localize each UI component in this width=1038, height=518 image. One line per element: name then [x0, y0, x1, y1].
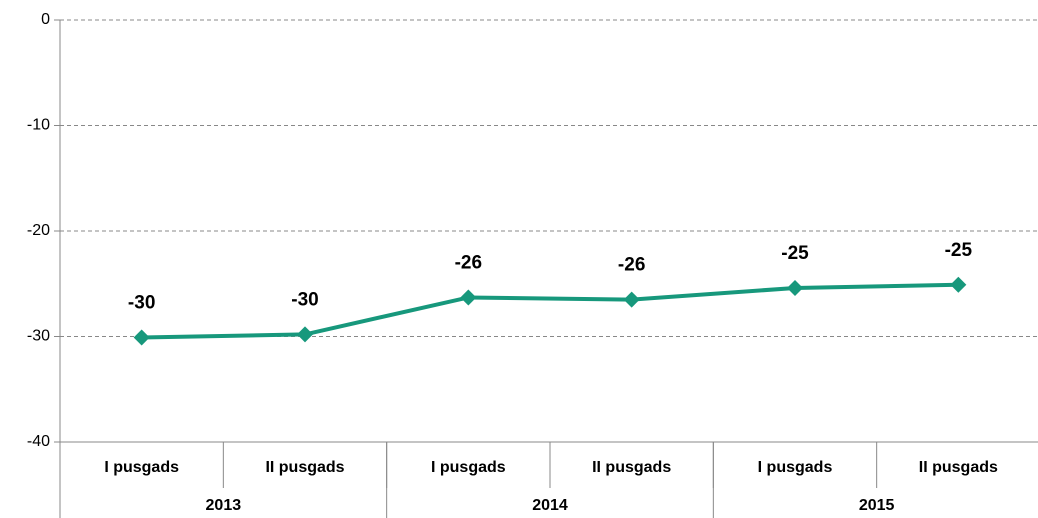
y-tick-label: -40	[27, 433, 50, 450]
x-tick-label: I pusgads	[758, 459, 833, 476]
x-tick-label: II pusgads	[265, 459, 344, 476]
line	[141, 282, 959, 340]
group-label: 2013	[206, 497, 242, 514]
x-tick-label: II pusgads	[592, 459, 671, 476]
group-label: 2014	[532, 497, 568, 514]
y-tick-label: 0	[41, 11, 50, 28]
x-tick-label: II pusgads	[919, 459, 998, 476]
y-tick-label: -10	[27, 117, 50, 134]
data-label: -30	[128, 293, 155, 314]
marker	[787, 279, 803, 296]
y-tick-label: -30	[27, 328, 50, 345]
y-tick-label: -20	[27, 222, 50, 239]
marker	[133, 329, 150, 346]
marker	[297, 326, 313, 343]
data-label: -25	[781, 243, 809, 264]
x-tick-label: I pusgads	[431, 459, 506, 476]
marker	[950, 276, 967, 293]
data-label: -26	[455, 252, 482, 273]
x-tick-label: I pusgads	[104, 459, 179, 476]
group-label: 2015	[859, 497, 895, 514]
marker	[460, 289, 477, 306]
data-label: -30	[291, 289, 318, 310]
data-label: -25	[945, 240, 973, 261]
marker	[623, 291, 640, 308]
data-label: -26	[618, 255, 645, 276]
